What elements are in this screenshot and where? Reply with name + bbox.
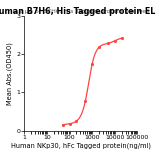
Point <box>62 124 64 126</box>
Title: Human B7H6, His Tagged protein ELISA: Human B7H6, His Tagged protein ELISA <box>0 7 156 16</box>
Point <box>107 42 109 45</box>
Point <box>114 39 116 42</box>
X-axis label: Human NKp30, hFc Tagged protein(ng/ml): Human NKp30, hFc Tagged protein(ng/ml) <box>11 143 151 149</box>
Point <box>75 120 78 122</box>
Point <box>120 37 123 39</box>
Y-axis label: Mean Abs.(OD450): Mean Abs.(OD450) <box>7 42 13 105</box>
Point <box>98 46 100 49</box>
Point <box>68 122 71 125</box>
Point <box>91 62 93 65</box>
Point <box>84 100 87 102</box>
Text: 0.2 μg of B7H6, His Tagged protein per well: 0.2 μg of B7H6, His Tagged protein per w… <box>13 9 149 14</box>
